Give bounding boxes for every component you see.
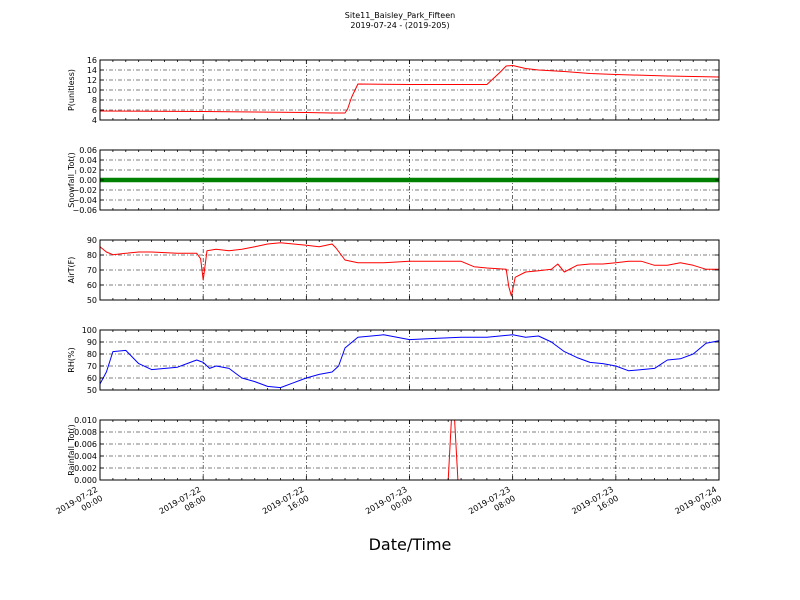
y-tick-label: 0.008 — [74, 428, 97, 437]
panel-2: 50 60 70 80 90 AirT(F) — [67, 236, 720, 305]
y-tick-label: 0.04 — [79, 156, 97, 165]
y-tick-label: 8 — [92, 96, 97, 105]
y-tick-label: 70 — [87, 266, 97, 275]
y-tick-label: 80 — [87, 350, 97, 359]
panel-1: −0.06−0.04−0.020.000.020.040.06Snowfall_… — [67, 146, 720, 215]
panel-4: 0.000 0.002 0.004 0.006 0.008 0.010Rainfall_T… — [67, 416, 720, 485]
y-tick-label: 0.00 — [79, 176, 97, 185]
x-axis-label: Date/Time — [369, 535, 452, 554]
y-axis-label: AirT(F) — [67, 257, 76, 284]
y-tick-label: 0.02 — [79, 166, 97, 175]
y-tick-label: 0.000 — [74, 476, 97, 485]
series-line-3 — [99, 334, 720, 389]
y-tick-label: 50 — [87, 296, 97, 305]
y-tick-label: 60 — [87, 374, 97, 383]
y-tick-label: 0.002 — [74, 464, 97, 473]
series-line-0 — [99, 65, 720, 114]
y-tick-label: 90 — [87, 338, 97, 347]
panels: 46810121416P(unitless)−0.06−0.04−0.020.0… — [67, 56, 720, 485]
y-tick-label: 0.004 — [74, 452, 97, 461]
y-tick-label: 60 — [87, 281, 97, 290]
chart-subtitle: 2019-07-24 - (2019-205) — [350, 21, 449, 30]
y-tick-label: 16 — [87, 56, 97, 65]
y-tick-label: 80 — [87, 251, 97, 260]
series-line-2 — [99, 242, 719, 297]
y-tick-label: 4 — [92, 116, 97, 125]
y-tick-label: 14 — [87, 66, 97, 75]
y-axis-label: Rainfall_Tot() — [67, 424, 76, 476]
y-tick-label: 12 — [87, 76, 97, 85]
y-tick-label: 90 — [87, 236, 97, 245]
panel-3: 50 60 70 80 90 100 RH(%) — [67, 326, 720, 395]
chart-title: Site11_Baisley_Park_Fifteen — [345, 11, 455, 20]
y-tick-label: 0.06 — [79, 146, 97, 155]
y-tick-label: 0.006 — [74, 440, 97, 449]
y-tick-label: 100 — [82, 326, 97, 335]
y-tick-label: 70 — [87, 362, 97, 371]
y-tick-label: −0.04 — [72, 196, 97, 205]
y-tick-label: 0.010 — [74, 416, 97, 425]
y-tick-label: −0.06 — [72, 206, 97, 215]
y-tick-label: −0.02 — [72, 186, 97, 195]
y-axis-label: RH(%) — [67, 347, 76, 372]
y-tick-label: 50 — [87, 386, 97, 395]
y-tick-label: 10 — [87, 86, 97, 95]
y-axis-label: P(unitless) — [67, 69, 76, 111]
y-axis-label: Snowfall_Tot() — [67, 152, 76, 208]
y-tick-label: 6 — [92, 106, 97, 115]
